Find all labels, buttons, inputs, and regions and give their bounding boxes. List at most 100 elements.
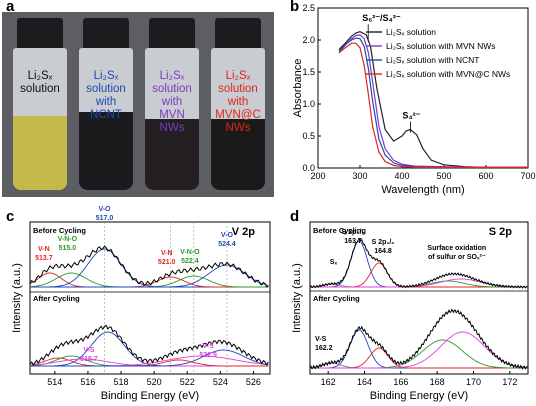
vial-liquid (79, 111, 133, 190)
legend: Li₂Sₓ solution Li₂Sₓ solution with MVN NW… (366, 27, 510, 79)
x-tick-label: 518 (114, 377, 129, 387)
vial-glass: Li₂Sₓ solution (13, 48, 67, 190)
x-tick-label: 514 (47, 377, 62, 387)
peak-label: of sulfur or SOₓ²⁻ (428, 254, 486, 261)
vial-label-line: Li₂Sₓ (225, 70, 251, 82)
x-axis-label: Binding Energy (eV) (101, 390, 199, 402)
legend-entry: Li₂Sₓ solution with NCNT (386, 55, 479, 65)
vial-label-line: solution (152, 83, 192, 95)
vial-cap (215, 18, 261, 48)
x-tick-label: 168 (430, 377, 445, 387)
fit-peak-after (310, 331, 528, 369)
x-tick-label: 300 (352, 171, 367, 181)
fit-peak-before (310, 280, 528, 288)
x-tick-label: 166 (393, 377, 408, 387)
peak-label: V-O (98, 206, 111, 213)
x-tick-label: 400 (394, 171, 409, 181)
section-label-before: Before Cycling (313, 226, 366, 235)
chart-title: S 2p (489, 226, 513, 238)
vial-photograph: Li₂Sₓ solution Li₂Sₓ solution with NCNT Li₂Sₓ s… (2, 12, 274, 197)
x-tick-label: 526 (246, 377, 261, 387)
fit-peak-before (30, 275, 269, 288)
vial-label: Li₂Sₓ solution with MVN@C NWs (211, 70, 265, 135)
fit-peak-before (30, 264, 269, 288)
vial-label-line: solution (218, 83, 258, 95)
panel-label-b: b (290, 0, 300, 15)
x-tick-label: 524 (213, 377, 228, 387)
series-line-1 (338, 31, 528, 168)
panel-label-c: c (6, 208, 15, 225)
vial-glass: Li₂Sₓ solution with MVN NWs (145, 48, 199, 190)
peak-label: V-N-O (180, 249, 200, 256)
fit-peak-after (30, 331, 269, 367)
fit-peak-before (310, 278, 528, 288)
peak-label: V-S (202, 343, 214, 350)
peak-label: V-S (315, 336, 327, 343)
y-axis-label: Absorbance (292, 59, 304, 118)
peak-label: 513.7 (35, 255, 53, 262)
x-tick-label: 500 (436, 171, 451, 181)
vial-label-line: Li₂Sₓ (93, 70, 119, 82)
vial-cap (83, 18, 129, 48)
spectrum-before (309, 238, 528, 289)
x-tick-label: 200 (310, 171, 325, 181)
peak-label: 521.0 (158, 259, 176, 266)
vial-label-line: with (95, 96, 117, 108)
y-tick-label: 0.0 (302, 163, 315, 173)
spectrum-after (309, 308, 528, 370)
peak-label: 163.7 (344, 238, 362, 245)
vial-glass: Li₂Sₓ solution with MVN@C NWs (211, 48, 265, 190)
fit-peak-before (30, 248, 269, 288)
vial-2: Li₂Sₓ solution with NCNT (76, 18, 136, 194)
vial-3: Li₂Sₓ solution with MVN NWs (142, 18, 202, 194)
peak-label: S 2p₃/₂ (342, 229, 365, 236)
y-tick-label: 2.5 (302, 3, 315, 13)
spectrum-after (29, 324, 269, 366)
uv-plot-frame (317, 7, 529, 169)
y-axis-label: Intensity (a.u.) (291, 263, 303, 333)
fit-peak-before (29, 272, 269, 288)
vial-label-line: with (161, 96, 183, 108)
vial-cap (149, 18, 195, 48)
peak-label: Sₓ (330, 259, 338, 266)
fit-peak-after (30, 355, 269, 367)
fit-peak-before (310, 283, 528, 288)
vial-label-line: Li₂Sₓ (27, 70, 53, 82)
peak-label: V-N-O (58, 236, 78, 243)
x-tick-label: 520 (147, 377, 162, 387)
peak-label: 517.0 (96, 215, 114, 222)
vial-label-line: NCNT (90, 109, 122, 121)
vial-liquid (145, 119, 199, 190)
x-tick-label: 172 (502, 377, 517, 387)
panel-label-a: a (6, 0, 15, 15)
y-axis-label: Intensity (a.u.) (11, 263, 23, 333)
vial-liquid (13, 116, 67, 190)
series-line-3 (338, 37, 528, 168)
section-label-after: After Cycling (313, 294, 360, 303)
y-tick-label: 1.5 (302, 67, 315, 77)
peak-label: S 2p₁/₂ (372, 239, 395, 246)
vial-label: Li₂Sₓ solution with NCNT (79, 70, 133, 122)
s2p-plot-frame (309, 221, 529, 375)
vial-label-line: MVN (159, 109, 185, 121)
fit-peak-after (310, 339, 528, 369)
x-tick-label: 516 (80, 377, 95, 387)
vial-glass: Li₂Sₓ solution with NCNT (79, 48, 133, 190)
vial-4: Li₂Sₓ solution with MVN@C NWs (208, 18, 268, 194)
spectrum-before (29, 245, 269, 288)
legend-entry: Li₂Sₓ solution with MVN@C NWs (386, 69, 510, 79)
vial-label: Li₂Sₓ solution (13, 70, 67, 96)
peak-label: 522.4 (181, 258, 199, 265)
peak-label: 524.4 (218, 241, 236, 248)
peak-label: V-S (83, 347, 95, 354)
fit-peak-after (309, 362, 528, 369)
x-tick-label: 164 (357, 377, 372, 387)
x-tick-label: 600 (478, 171, 493, 181)
peak-label: 515.7 (80, 356, 98, 363)
legend-entry: Li₂Sₓ solution with MVN NWs (386, 41, 496, 51)
peak-label: V-N (161, 250, 173, 257)
peak-label: 164.8 (374, 248, 392, 255)
fit-peak-before (29, 272, 269, 288)
series-line-4 (338, 42, 528, 168)
vial-label-line: solution (20, 83, 60, 95)
